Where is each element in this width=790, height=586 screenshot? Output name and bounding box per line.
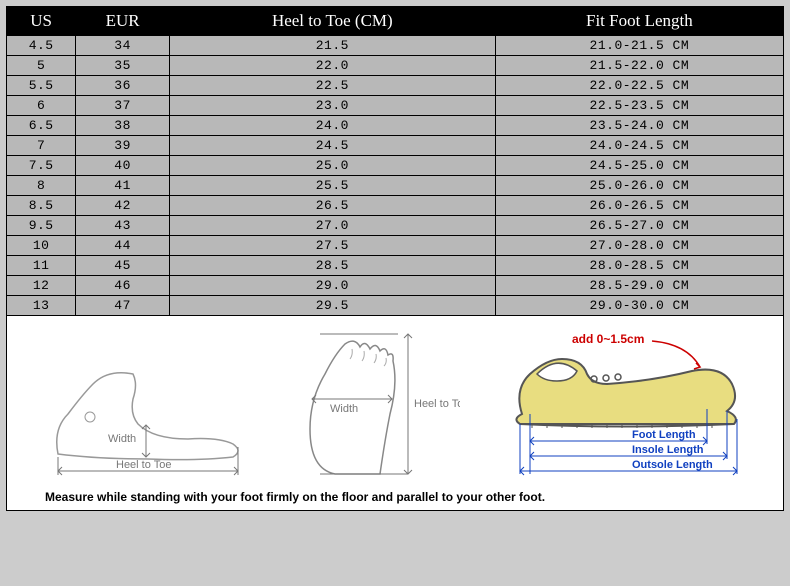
table-row: 84125.525.0-26.0 CM <box>7 176 784 196</box>
table-cell: 12 <box>7 276 76 296</box>
table-cell: 22.0-22.5 CM <box>495 76 783 96</box>
diagram-panel: Width Heel to Toe <box>6 316 784 511</box>
table-cell: 47 <box>76 296 170 316</box>
table-row: 8.54226.526.0-26.5 CM <box>7 196 784 216</box>
table-cell: 27.0-28.0 CM <box>495 236 783 256</box>
table-cell: 13 <box>7 296 76 316</box>
table-cell: 24.5-25.0 CM <box>495 156 783 176</box>
table-cell: 24.0 <box>169 116 495 136</box>
table-cell: 29.5 <box>169 296 495 316</box>
table-row: 134729.529.0-30.0 CM <box>7 296 784 316</box>
col-fit: Fit Foot Length <box>495 7 783 36</box>
table-cell: 26.5-27.0 CM <box>495 216 783 236</box>
table-cell: 5.5 <box>7 76 76 96</box>
table-cell: 7.5 <box>7 156 76 176</box>
table-cell: 21.0-21.5 CM <box>495 36 783 56</box>
table-cell: 21.5 <box>169 36 495 56</box>
table-row: 124629.028.5-29.0 CM <box>7 276 784 296</box>
table-cell: 36 <box>76 76 170 96</box>
table-cell: 40 <box>76 156 170 176</box>
table-cell: 8 <box>7 176 76 196</box>
diagram-top-foot: Width Heel to Toe <box>290 329 460 484</box>
table-row: 9.54327.026.5-27.0 CM <box>7 216 784 236</box>
caption-text: Measure while standing with your foot fi… <box>17 484 773 506</box>
table-cell: 42 <box>76 196 170 216</box>
col-heel: Heel to Toe (CM) <box>169 7 495 36</box>
table-cell: 27.5 <box>169 236 495 256</box>
diagram-side-foot: Width Heel to Toe <box>38 339 248 484</box>
shoe-add-label: add 0~1.5cm <box>572 332 644 346</box>
table-cell: 22.0 <box>169 56 495 76</box>
table-cell: 38 <box>76 116 170 136</box>
side-width-label: Width <box>108 433 136 445</box>
table-cell: 11 <box>7 256 76 276</box>
table-row: 7.54025.024.5-25.0 CM <box>7 156 784 176</box>
table-cell: 10 <box>7 236 76 256</box>
table-cell: 23.5-24.0 CM <box>495 116 783 136</box>
table-cell: 29.0 <box>169 276 495 296</box>
table-cell: 4.5 <box>7 36 76 56</box>
table-cell: 43 <box>76 216 170 236</box>
table-cell: 26.0-26.5 CM <box>495 196 783 216</box>
table-cell: 9.5 <box>7 216 76 236</box>
top-width-label: Width <box>330 403 358 415</box>
table-cell: 26.5 <box>169 196 495 216</box>
table-row: 5.53622.522.0-22.5 CM <box>7 76 784 96</box>
table-cell: 23.0 <box>169 96 495 116</box>
table-cell: 5 <box>7 56 76 76</box>
table-row: 73924.524.0-24.5 CM <box>7 136 784 156</box>
table-cell: 28.5 <box>169 256 495 276</box>
table-row: 4.53421.521.0-21.5 CM <box>7 36 784 56</box>
table-cell: 44 <box>76 236 170 256</box>
table-row: 114528.528.0-28.5 CM <box>7 256 784 276</box>
shoe-foot-label: Foot Length <box>632 429 696 441</box>
col-us: US <box>7 7 76 36</box>
table-cell: 25.0-26.0 CM <box>495 176 783 196</box>
table-cell: 22.5 <box>169 76 495 96</box>
table-row: 6.53824.023.5-24.0 CM <box>7 116 784 136</box>
table-cell: 8.5 <box>7 196 76 216</box>
table-cell: 34 <box>76 36 170 56</box>
table-cell: 28.0-28.5 CM <box>495 256 783 276</box>
col-eur: EUR <box>76 7 170 36</box>
table-cell: 27.0 <box>169 216 495 236</box>
table-cell: 24.5 <box>169 136 495 156</box>
header-row: US EUR Heel to Toe (CM) Fit Foot Length <box>7 7 784 36</box>
table-cell: 22.5-23.5 CM <box>495 96 783 116</box>
table-cell: 6 <box>7 96 76 116</box>
table-cell: 35 <box>76 56 170 76</box>
table-cell: 37 <box>76 96 170 116</box>
table-row: 53522.021.5-22.0 CM <box>7 56 784 76</box>
shoe-outsole-label: Outsole Length <box>632 459 713 471</box>
table-cell: 45 <box>76 256 170 276</box>
table-row: 63723.022.5-23.5 CM <box>7 96 784 116</box>
top-heel-label: Heel to Toe <box>414 398 460 410</box>
shoe-insole-label: Insole Length <box>632 444 704 456</box>
table-row: 104427.527.0-28.0 CM <box>7 236 784 256</box>
table-cell: 28.5-29.0 CM <box>495 276 783 296</box>
side-heel-label: Heel to Toe <box>116 459 171 471</box>
table-cell: 21.5-22.0 CM <box>495 56 783 76</box>
table-cell: 39 <box>76 136 170 156</box>
size-table: US EUR Heel to Toe (CM) Fit Foot Length … <box>6 6 784 316</box>
table-cell: 7 <box>7 136 76 156</box>
table-cell: 46 <box>76 276 170 296</box>
table-cell: 25.5 <box>169 176 495 196</box>
table-cell: 29.0-30.0 CM <box>495 296 783 316</box>
table-cell: 6.5 <box>7 116 76 136</box>
diagram-shoe: add 0~1.5cm <box>502 329 752 484</box>
table-cell: 25.0 <box>169 156 495 176</box>
table-cell: 24.0-24.5 CM <box>495 136 783 156</box>
table-cell: 41 <box>76 176 170 196</box>
size-chart: US EUR Heel to Toe (CM) Fit Foot Length … <box>6 6 784 511</box>
